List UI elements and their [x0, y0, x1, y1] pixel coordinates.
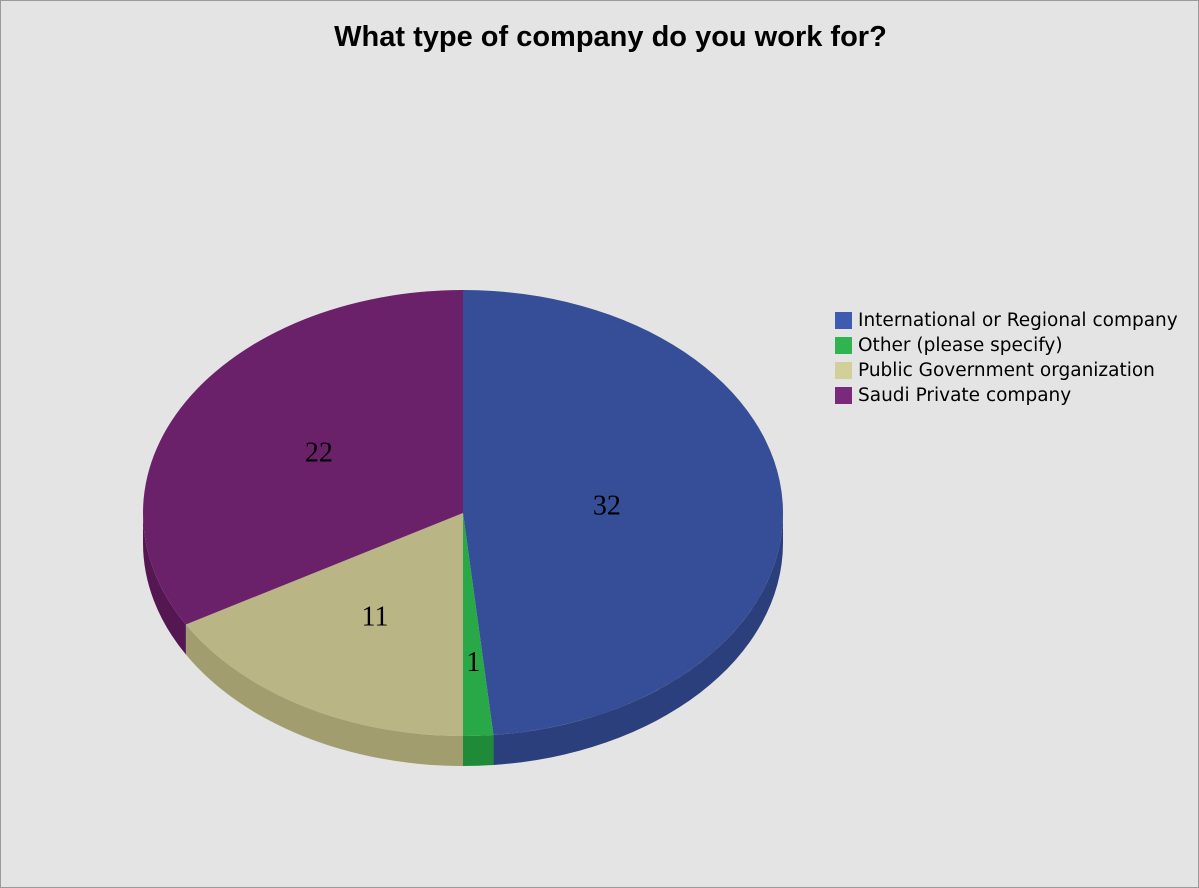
pie-slices	[143, 290, 784, 736]
legend-item-international: International or Regional company	[835, 308, 1178, 333]
chart-title: What type of company do you work for?	[334, 21, 887, 53]
pie-3d-edge	[143, 513, 783, 766]
pie-slice	[463, 290, 784, 735]
legend-swatch	[835, 312, 852, 329]
legend-item-other: Other (please specify)	[835, 333, 1178, 358]
legend-swatch	[835, 337, 852, 354]
pie-slice-value-label: 11	[362, 602, 389, 633]
legend-label: Public Government organization	[858, 360, 1155, 381]
legend-swatch	[835, 362, 852, 379]
pie-slice-edge	[143, 513, 186, 655]
pie-slice-edge	[463, 734, 494, 766]
pie-slice	[143, 290, 464, 625]
legend-label: Saudi Private company	[858, 385, 1072, 406]
legend-item-saudi-private: Saudi Private company	[835, 383, 1178, 408]
legend-swatch	[835, 387, 852, 404]
legend: International or Regional company Other …	[835, 308, 1178, 408]
pie-slice-edge	[493, 513, 783, 765]
pie-slice-value-label: 1	[466, 647, 480, 678]
legend-item-public-government: Public Government organization	[835, 358, 1178, 383]
legend-label: International or Regional company	[858, 310, 1178, 331]
pie-slice-value-label: 22	[305, 437, 333, 468]
pie-slice-value-label: 32	[593, 491, 621, 522]
pie-slice-edge	[185, 624, 463, 766]
pie-slice	[185, 513, 463, 736]
pie-slice	[463, 513, 494, 736]
legend-label: Other (please specify)	[858, 335, 1063, 356]
